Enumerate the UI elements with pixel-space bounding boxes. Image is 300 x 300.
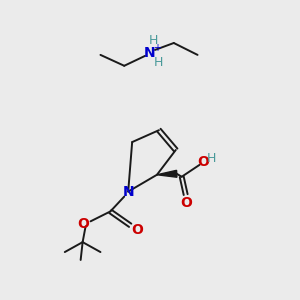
- Text: +: +: [153, 43, 161, 53]
- Text: O: O: [198, 155, 209, 169]
- Text: H: H: [154, 56, 164, 69]
- Text: N: N: [144, 46, 156, 60]
- Text: O: O: [131, 223, 143, 237]
- Text: N: N: [122, 184, 134, 199]
- Text: H: H: [148, 34, 158, 46]
- Polygon shape: [157, 170, 177, 177]
- Text: O: O: [78, 217, 90, 231]
- Text: O: O: [181, 196, 193, 209]
- Text: H: H: [207, 152, 216, 165]
